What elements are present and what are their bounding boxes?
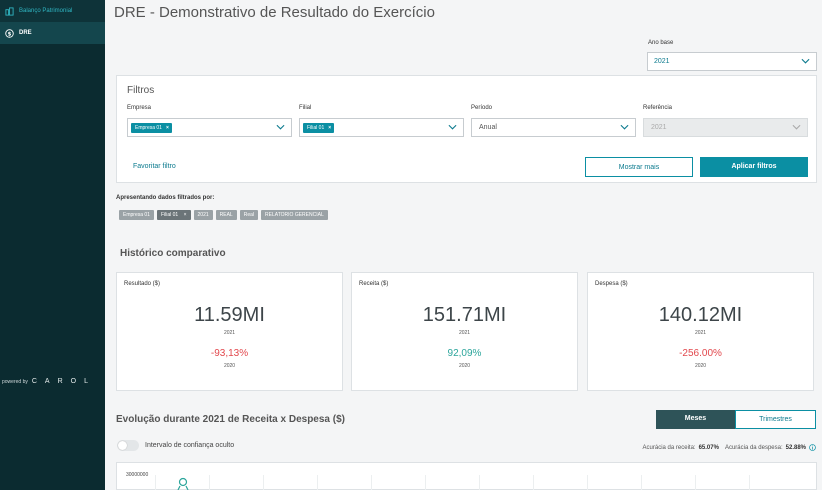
receita-accuracy-label: Acurácia da receita: bbox=[642, 444, 696, 451]
close-icon[interactable]: × bbox=[328, 125, 332, 131]
kpi-card-receita: Receita ($) 151.71MI 2021 92,09% 2020 bbox=[351, 272, 578, 391]
kpi-label: Resultado ($) bbox=[124, 281, 161, 287]
applied-chip: 2021 bbox=[193, 210, 213, 220]
kpi-prev-year: 2020 bbox=[458, 363, 471, 369]
aplicar-filtros-button[interactable]: Aplicar filtros bbox=[700, 157, 808, 177]
filial-label: Filial bbox=[299, 105, 312, 111]
periodo-select[interactable]: Anual bbox=[471, 118, 636, 137]
applied-chip: Empresa 01 bbox=[119, 210, 154, 220]
applied-filters-label: Apresentando dados filtrados por: bbox=[116, 195, 215, 201]
sidebar-item-label: Balanço Patrimonial bbox=[19, 8, 73, 14]
applied-chip: Real bbox=[239, 210, 258, 220]
evolucao-title: Evolução durante 2021 de Receita x Despe… bbox=[116, 414, 345, 425]
kpi-year: 2021 bbox=[458, 330, 471, 336]
grid-line bbox=[209, 475, 210, 490]
y-axis-tick: 30000000 bbox=[126, 472, 149, 478]
chevron-down-icon bbox=[620, 124, 629, 130]
filial-chip[interactable]: Filial 01 × bbox=[303, 123, 335, 133]
chevron-down-icon bbox=[801, 58, 810, 64]
kpi-percent: -93,13% bbox=[210, 348, 249, 359]
grid-line bbox=[425, 475, 426, 490]
kpi-card-despesa: Despesa ($) 140.12MI 2021 -256.00% 2020 bbox=[587, 272, 814, 391]
historico-title: Histórico comparativo bbox=[120, 248, 226, 259]
empresa-chip-label: Empresa 01 bbox=[135, 125, 162, 131]
filial-chip-label: Filial 01 bbox=[307, 125, 325, 131]
period-toggle: Meses Trimestres bbox=[656, 410, 816, 429]
search-zoom-icon[interactable] bbox=[177, 477, 189, 490]
filters-title: Filtros bbox=[127, 85, 155, 96]
grid-line bbox=[263, 475, 264, 490]
grid-line bbox=[749, 475, 750, 490]
applied-chip-label: Filial 01 bbox=[160, 212, 179, 218]
close-icon[interactable]: × bbox=[165, 125, 169, 131]
grid-line bbox=[371, 475, 372, 490]
grid-line bbox=[155, 475, 156, 490]
chevron-down-icon bbox=[276, 124, 285, 130]
kpi-value: 11.59MI bbox=[194, 304, 265, 326]
powered-by: powered by CAROL bbox=[2, 378, 96, 385]
kpi-year: 2021 bbox=[223, 330, 236, 336]
sidebar-item-label: DRE bbox=[19, 30, 32, 36]
carol-logo: CAROL bbox=[31, 378, 96, 385]
filters-card: Filtros Empresa Empresa 01 × Filial Filia… bbox=[116, 75, 817, 183]
despesa-accuracy-label: Acurácia da despesa: bbox=[724, 444, 783, 451]
empresa-select[interactable]: Empresa 01 × bbox=[127, 118, 292, 137]
referencia-label: Referência bbox=[643, 105, 673, 111]
confidence-interval-label: Intervalo de confiança oculto bbox=[145, 442, 235, 449]
filial-select[interactable]: Filial 01 × bbox=[299, 118, 464, 137]
applied-filters: Empresa 01 Filial 01 × 2021 REAL Real RE… bbox=[119, 210, 328, 220]
confidence-interval-switch[interactable] bbox=[117, 440, 139, 451]
sidebar-item-balanco[interactable]: Balanço Patrimonial bbox=[0, 0, 105, 22]
empresa-chip[interactable]: Empresa 01 × bbox=[131, 123, 172, 133]
grid-line bbox=[533, 475, 534, 490]
kpi-prev-year: 2020 bbox=[694, 363, 707, 369]
kpi-value: 151.71MI bbox=[422, 304, 507, 326]
ano-base-select[interactable]: 2021 bbox=[647, 52, 817, 71]
kpi-value: 140.12MI bbox=[658, 304, 743, 326]
main-content: DRE - Demonstrativo de Resultado do Exer… bbox=[105, 0, 822, 490]
grid-line bbox=[479, 475, 480, 490]
applied-chip: REAL bbox=[215, 210, 237, 220]
despesa-accuracy-value: 52.88% bbox=[785, 444, 806, 451]
grid-line bbox=[317, 475, 318, 490]
building-icon bbox=[4, 6, 14, 16]
applied-chip: RELATORIO GERENCIAL bbox=[261, 210, 328, 220]
kpi-year: 2021 bbox=[694, 330, 707, 336]
kpi-card-resultado: Resultado ($) 11.59MI 2021 -93,13% 2020 bbox=[116, 272, 343, 391]
mostrar-mais-button[interactable]: Mostrar mais bbox=[585, 157, 693, 177]
close-icon[interactable]: × bbox=[183, 212, 187, 218]
periodo-value: Anual bbox=[479, 124, 497, 131]
sidebar-item-dre[interactable]: $ DRE bbox=[0, 22, 105, 44]
ano-base-value: 2021 bbox=[654, 58, 670, 65]
switch-knob bbox=[118, 441, 127, 450]
kpi-percent: 92,09% bbox=[447, 348, 482, 359]
empresa-label: Empresa bbox=[127, 105, 152, 111]
powered-by-text: powered by bbox=[2, 378, 28, 385]
page-title: DRE - Demonstrativo de Resultado do Exer… bbox=[114, 4, 435, 21]
grid-line bbox=[695, 475, 696, 490]
ano-base-label: Ano base bbox=[648, 40, 674, 46]
kpi-percent: -256.00% bbox=[679, 348, 722, 359]
chevron-down-icon bbox=[792, 124, 801, 130]
kpi-prev-year: 2020 bbox=[223, 363, 236, 369]
toggle-meses[interactable]: Meses bbox=[656, 410, 735, 429]
accuracy-info: Acurácia da receita: 65.07% Acurácia da … bbox=[643, 444, 816, 451]
info-icon[interactable] bbox=[809, 444, 816, 451]
evolution-chart: 30000000 bbox=[116, 462, 817, 490]
grid-line bbox=[641, 475, 642, 490]
referencia-select: 2021 bbox=[643, 118, 808, 137]
toggle-trimestres[interactable]: Trimestres bbox=[735, 410, 816, 429]
sidebar: Balanço Patrimonial $ DRE powered by CAR… bbox=[0, 0, 105, 490]
receita-accuracy-value: 65.07% bbox=[698, 444, 719, 451]
periodo-label: Período bbox=[471, 105, 493, 111]
chevron-down-icon bbox=[448, 124, 457, 130]
kpi-label: Despesa ($) bbox=[595, 281, 628, 287]
svg-text:$: $ bbox=[7, 31, 11, 37]
referencia-value: 2021 bbox=[651, 124, 667, 131]
favoritar-filtro-link[interactable]: Favoritar filtro bbox=[133, 163, 176, 170]
kpi-label: Receita ($) bbox=[359, 281, 389, 287]
dollar-circle-icon: $ bbox=[4, 28, 14, 38]
applied-chip: Filial 01 × bbox=[156, 210, 191, 220]
grid-line bbox=[587, 475, 588, 490]
